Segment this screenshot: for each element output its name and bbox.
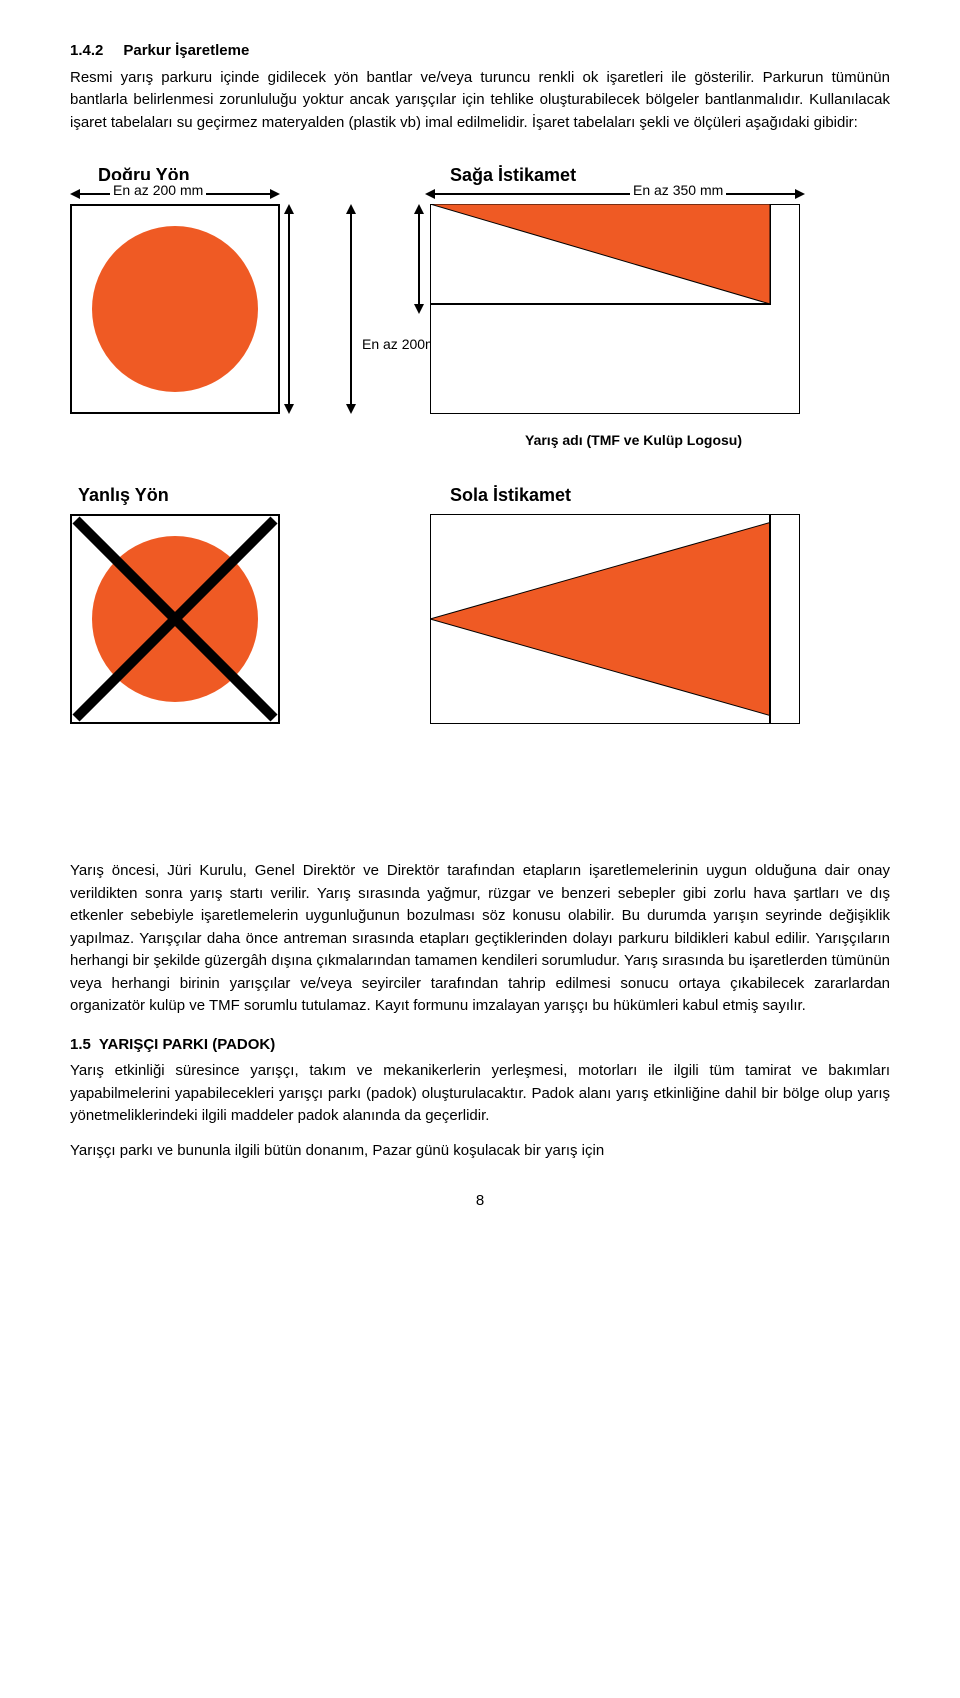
dim-line xyxy=(435,193,795,195)
dim-arrow-icon xyxy=(414,204,424,214)
dim-line xyxy=(288,214,290,404)
dim-arrow-icon xyxy=(284,204,294,214)
label-saga-istikamet: Sağa İstikamet xyxy=(450,162,576,189)
page-number: 8 xyxy=(70,1190,890,1213)
section2-heading: 1.5 YARIŞÇI PARKI (PADOK) xyxy=(70,1034,890,1057)
dim-arrow-icon xyxy=(70,189,80,199)
label-yanlis-yon: Yanlış Yön xyxy=(78,482,169,509)
dim-arrow-icon xyxy=(346,204,356,214)
dim-line xyxy=(418,214,420,304)
dim-line xyxy=(350,214,352,404)
section-paragraph-2: Yarış öncesi, Jüri Kurulu, Genel Direktö… xyxy=(70,860,890,1018)
dim-arrow-icon xyxy=(346,404,356,414)
section2-number: 1.5 xyxy=(70,1036,91,1053)
dim-arrow-icon xyxy=(414,304,424,314)
section-number: 1.4.2 xyxy=(70,42,103,59)
dim-arrow-icon xyxy=(284,404,294,414)
dim-arrow-icon xyxy=(270,189,280,199)
label-yaris-adi: Yarış adı (TMF ve Kulüp Logosu) xyxy=(525,430,742,451)
section2-paragraph: Yarış etkinliği süresince yarışçı, takım… xyxy=(70,1060,890,1128)
dim-arrow-icon xyxy=(425,189,435,199)
label-en-az-350: En az 350 mm xyxy=(630,180,726,201)
orange-circle-icon xyxy=(92,226,258,392)
label-sola-istikamet: Sola İstikamet xyxy=(450,482,571,509)
section-title: Parkur İşaretleme xyxy=(123,42,249,59)
sign-saga-istikamet xyxy=(430,204,800,414)
dim-arrow-icon xyxy=(795,189,805,199)
cross-icon xyxy=(70,514,280,724)
trailing-paragraph: Yarışçı parkı ve bununla ilgili bütün do… xyxy=(70,1140,890,1163)
section-heading: 1.4.2 Parkur İşaretleme xyxy=(70,40,890,63)
right-arrow-sign-icon xyxy=(430,204,800,414)
sign-diagram: Doğru Yön En az 200 mm Sağa İstikamet En… xyxy=(70,162,890,832)
section2-title: YARIŞÇI PARKI (PADOK) xyxy=(99,1036,275,1053)
label-en-az-200: En az 200 mm xyxy=(110,180,206,201)
sign-sola-istikamet xyxy=(430,514,800,724)
section-paragraph-1: Resmi yarış parkuru içinde gidilecek yön… xyxy=(70,67,890,135)
left-arrow-sign-icon xyxy=(430,514,800,724)
